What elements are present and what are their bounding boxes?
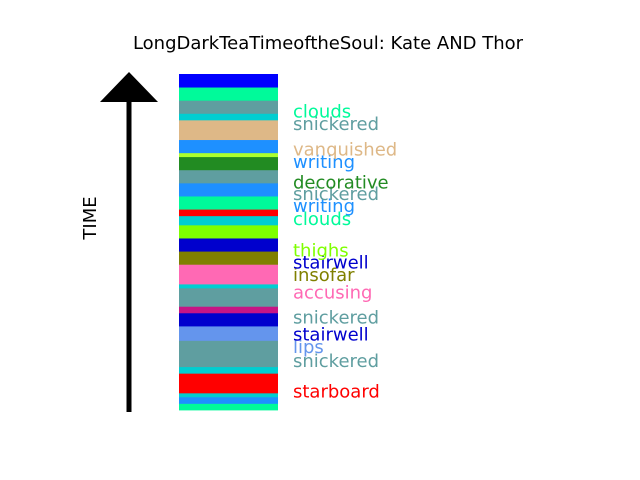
bar-segment-11 bbox=[179, 264, 278, 285]
bar-segment-7 bbox=[179, 312, 278, 327]
time-axis-arrowhead bbox=[100, 72, 158, 102]
bar-segment-17 bbox=[179, 196, 278, 210]
segment-label-1: snickered bbox=[293, 351, 379, 372]
time-axis-label: TIME bbox=[80, 196, 101, 240]
segment-labels: starboardsnickeredlipsstairwellsnickered… bbox=[293, 101, 397, 402]
bar-segment-24 bbox=[179, 113, 278, 121]
segment-label-8: thighs bbox=[293, 241, 349, 262]
bar-segment-21 bbox=[179, 152, 278, 158]
segment-label-5: accusing bbox=[293, 283, 372, 304]
bar-segment-26 bbox=[179, 87, 278, 101]
bar-segment-22 bbox=[179, 139, 278, 154]
bar-segment-16 bbox=[179, 209, 278, 217]
segment-label-4: snickered bbox=[293, 307, 379, 328]
segment-label-14: vanquished bbox=[293, 139, 397, 160]
bar-segment-23 bbox=[179, 119, 278, 141]
segment-label-7: stairwell bbox=[293, 252, 369, 273]
segment-label-2: lips bbox=[293, 337, 324, 358]
bar-segment-3 bbox=[179, 373, 278, 394]
segment-label-0: starboard bbox=[293, 382, 380, 403]
segment-label-3: stairwell bbox=[293, 325, 369, 346]
chart-title: LongDarkTeaTimeoftheSoul: Kate AND Thor bbox=[133, 33, 524, 54]
bar-segment-2 bbox=[179, 392, 278, 398]
segment-label-9: clouds bbox=[293, 209, 351, 230]
segment-label-10: writing bbox=[293, 196, 355, 217]
bar-segment-14 bbox=[179, 224, 278, 239]
bar-segment-18 bbox=[179, 182, 278, 197]
bar-segment-9 bbox=[179, 287, 278, 307]
bar-segment-1 bbox=[179, 396, 278, 404]
bar-segment-20 bbox=[179, 156, 278, 171]
bar-segment-4 bbox=[179, 366, 278, 374]
bar-segment-15 bbox=[179, 215, 278, 226]
time-axis: TIME bbox=[80, 72, 158, 412]
segment-label-12: decorative bbox=[293, 172, 389, 193]
segment-label-15: snickered bbox=[293, 114, 379, 135]
segment-label-11: snickered bbox=[293, 184, 379, 205]
bar-segment-10 bbox=[179, 284, 278, 289]
segment-label-6: insofar bbox=[293, 265, 355, 286]
segment-label-13: writing bbox=[293, 152, 355, 173]
bar-segment-6 bbox=[179, 326, 278, 341]
bar-segment-13 bbox=[179, 238, 278, 252]
bar-segment-0 bbox=[179, 403, 278, 411]
bar-segment-27 bbox=[179, 74, 278, 88]
bar-segment-19 bbox=[179, 169, 278, 184]
segment-label-16: clouds bbox=[293, 101, 351, 122]
bar-segment-5 bbox=[179, 340, 278, 368]
bar-segments bbox=[179, 74, 278, 411]
bar-segment-25 bbox=[179, 100, 278, 114]
bar-segment-8 bbox=[179, 306, 278, 314]
bar-segment-12 bbox=[179, 251, 278, 265]
